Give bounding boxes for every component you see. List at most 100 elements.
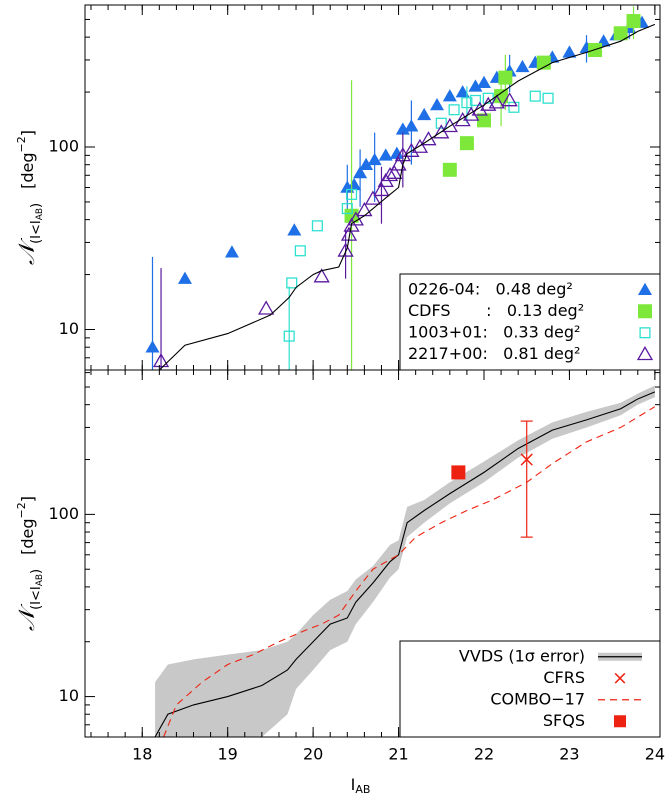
marker — [471, 101, 488, 116]
marker — [341, 203, 353, 215]
marker — [356, 201, 373, 217]
legend-label: 2217+00: 0.81 deg² — [408, 344, 580, 363]
marker — [286, 277, 298, 289]
x-tick-label: 23 — [559, 745, 579, 764]
marker — [359, 157, 374, 170]
marker — [442, 162, 457, 177]
legend-box — [399, 273, 661, 371]
marker — [451, 465, 466, 480]
marker — [476, 113, 491, 128]
y-tick-label: 100 — [48, 504, 79, 523]
marker — [347, 177, 362, 191]
marker — [638, 304, 652, 319]
marker — [508, 101, 520, 113]
marker — [613, 26, 628, 41]
marker — [287, 223, 302, 236]
x-tick-label: 20 — [303, 745, 323, 764]
line — [163, 406, 656, 737]
y-axis-label: 𝒩(I<IAB)[deg−2] — [15, 496, 45, 631]
marker — [294, 245, 306, 257]
marker — [435, 117, 447, 129]
marker — [283, 330, 295, 342]
marker — [378, 148, 393, 161]
marker — [468, 79, 483, 92]
x-label-main: I — [351, 775, 356, 794]
plot-area — [154, 385, 656, 737]
legend-label: CFRS — [543, 668, 585, 687]
marker — [441, 117, 458, 133]
line — [158, 23, 656, 370]
y-label-unit: [deg — [18, 152, 37, 188]
marker — [311, 220, 323, 232]
marker — [395, 122, 410, 135]
x-tick-label: 24 — [645, 745, 665, 764]
plot-area — [145, 6, 656, 370]
marker — [373, 181, 390, 197]
marker — [626, 14, 641, 29]
y-label-unit: [deg — [18, 518, 37, 554]
marker — [520, 453, 533, 466]
marker — [367, 152, 382, 166]
axes-frame — [84, 369, 661, 738]
marker — [459, 136, 474, 151]
y-label-sub: (I<I — [29, 220, 44, 244]
x-axis-label: IAB — [351, 775, 371, 797]
y-label-unit-sup: −2 — [15, 136, 28, 152]
marker — [469, 94, 482, 106]
legend-label: CDFS : 0.13 deg² — [408, 301, 584, 320]
legend-label: VVDS (1σ error) — [459, 646, 585, 665]
y-tick-label: 100 — [48, 137, 79, 156]
marker — [529, 90, 541, 102]
x-tick-label: 19 — [218, 745, 238, 764]
marker — [404, 119, 419, 132]
marker — [455, 85, 470, 98]
marker — [515, 59, 530, 73]
marker — [614, 672, 626, 684]
legend-label: COMBO−17 — [490, 689, 585, 708]
marker — [636, 345, 654, 361]
marker — [403, 142, 420, 157]
marker — [501, 92, 518, 107]
marker — [353, 166, 368, 179]
marker — [614, 715, 626, 728]
y-tick-label: 10 — [59, 686, 79, 705]
marker — [381, 166, 399, 182]
marker — [177, 271, 192, 284]
x-tick-label: 21 — [388, 745, 408, 764]
marker — [224, 245, 239, 258]
x-label-sub: AB — [355, 783, 370, 796]
y-label-sub: (I<I — [29, 586, 44, 610]
y-label-sub-sub: AB — [35, 574, 45, 586]
marker — [448, 104, 460, 116]
marker — [258, 300, 275, 315]
marker — [417, 107, 432, 121]
error-band — [155, 385, 655, 737]
legend-label: 1003+01: 0.33 deg² — [408, 322, 580, 341]
marker — [337, 242, 354, 257]
marker — [152, 352, 170, 368]
y-label-sub-end: ) — [29, 203, 44, 208]
marker — [313, 268, 330, 283]
marker — [386, 164, 403, 179]
marker — [420, 131, 437, 146]
x-tick-label: 18 — [132, 745, 152, 764]
marker — [463, 106, 480, 121]
line — [154, 391, 656, 737]
y-label-unit-end: ] — [18, 130, 37, 136]
marker — [639, 327, 651, 339]
y-label-sub-sub: AB — [35, 208, 45, 220]
marker — [389, 146, 404, 159]
marker — [145, 340, 160, 353]
marker — [442, 89, 457, 102]
y-tick-label: 10 — [59, 319, 79, 338]
marker — [364, 190, 382, 205]
marker — [476, 75, 491, 88]
marker — [494, 89, 509, 104]
marker — [542, 92, 554, 104]
x-tick-label: 22 — [474, 745, 494, 764]
marker — [488, 94, 505, 109]
marker — [498, 70, 513, 85]
marker — [536, 55, 551, 70]
marker — [411, 138, 429, 153]
